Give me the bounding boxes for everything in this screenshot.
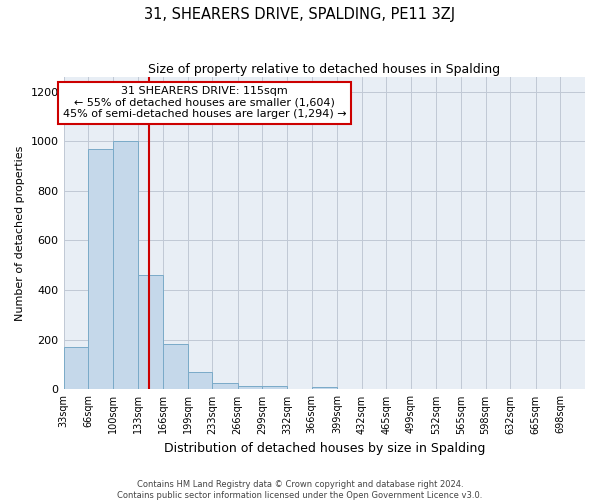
Y-axis label: Number of detached properties: Number of detached properties: [15, 146, 25, 320]
Bar: [188, 372, 212, 390]
Bar: [262, 386, 287, 390]
Text: 31, SHEARERS DRIVE, SPALDING, PE11 3ZJ: 31, SHEARERS DRIVE, SPALDING, PE11 3ZJ: [145, 8, 455, 22]
Text: 31 SHEARERS DRIVE: 115sqm
← 55% of detached houses are smaller (1,604)
45% of se: 31 SHEARERS DRIVE: 115sqm ← 55% of detac…: [62, 86, 346, 119]
Bar: [163, 344, 188, 390]
Bar: [212, 383, 238, 390]
Bar: [88, 148, 113, 390]
Bar: [113, 141, 138, 390]
Text: Contains HM Land Registry data © Crown copyright and database right 2024.
Contai: Contains HM Land Registry data © Crown c…: [118, 480, 482, 500]
X-axis label: Distribution of detached houses by size in Spalding: Distribution of detached houses by size …: [164, 442, 485, 455]
Bar: [311, 387, 337, 390]
Bar: [138, 275, 163, 390]
Title: Size of property relative to detached houses in Spalding: Size of property relative to detached ho…: [148, 62, 500, 76]
Bar: [64, 347, 88, 390]
Bar: [238, 386, 262, 390]
